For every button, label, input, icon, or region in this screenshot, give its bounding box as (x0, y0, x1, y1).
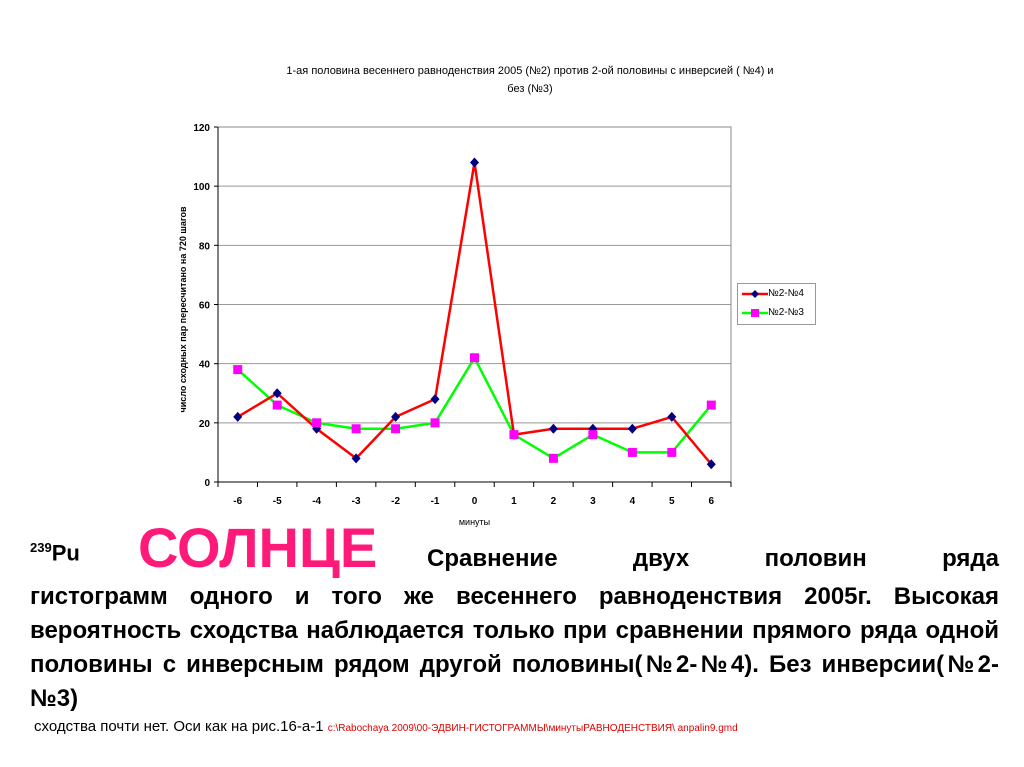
data-point-s1 (588, 430, 598, 440)
x-tick-label: 2 (551, 496, 557, 507)
data-point-s1 (470, 353, 479, 363)
legend: №2-№4 №2-№3 (737, 283, 816, 325)
data-point-s1 (272, 400, 282, 410)
data-point-s1 (548, 453, 558, 463)
x-tick-label: -2 (391, 496, 400, 507)
x-tick-label: -6 (233, 496, 242, 507)
data-point-s1 (391, 424, 401, 434)
x-tick-label: 0 (472, 496, 478, 507)
legend-item-s1: №2-№4 (738, 284, 815, 303)
x-tick-label: 4 (630, 496, 636, 507)
heading: СОЛНЦЕ (138, 516, 378, 579)
data-point-s1 (312, 418, 322, 428)
x-tick-label: 1 (511, 496, 517, 507)
y-tick-label: 60 (199, 301, 211, 312)
data-point-s1 (351, 424, 361, 434)
data-point-s0 (430, 394, 440, 405)
chart-title: 1-ая половина весеннего равноденствия 20… (180, 62, 880, 98)
body-text: гистограмм одного и того же весеннего ра… (30, 583, 999, 712)
footer-text: сходства почти нет. Оси как на рис.16-а-… (34, 718, 328, 735)
data-point-s0 (272, 388, 282, 399)
data-point-s0 (470, 157, 479, 168)
x-tick-label: 3 (590, 496, 596, 507)
data-point-s0 (351, 453, 361, 464)
series-line-1 (236, 355, 713, 460)
data-point-s0 (391, 411, 401, 422)
x-axis-label: минуты (459, 517, 490, 527)
chart-title-line2: без (№3) (507, 83, 553, 95)
legend-item-s2: №2-№3 (738, 303, 815, 322)
y-tick-label: 0 (204, 478, 210, 489)
isotope-symbol: Pu (51, 540, 80, 566)
y-tick-label: 100 (193, 182, 210, 193)
data-point-s0 (627, 423, 637, 434)
body-line1: Сравнение двух половин ряда (427, 545, 999, 572)
legend-label: №2-№3 (768, 307, 804, 318)
y-tick-label: 120 (193, 123, 210, 134)
y-tick-label: 40 (199, 360, 211, 371)
diamond-marker-icon (742, 289, 768, 298)
x-tick-label: -3 (352, 496, 361, 507)
x-tick-label: 5 (669, 496, 675, 507)
data-point-s1 (706, 400, 716, 410)
line-chart: 0 20 40 60 80 100 120 -6 -5 -4 -3 -2 -1 0 1 2 3 4 5 6 минуты… (178, 123, 732, 527)
isotope-mass: 239 (30, 540, 52, 555)
data-point-s0 (706, 459, 716, 470)
footer: сходства почти нет. Оси как на рис.16-а-… (34, 718, 738, 735)
data-point-s0 (233, 411, 243, 422)
data-point-s1 (509, 430, 519, 440)
x-tick-label: -4 (312, 496, 321, 507)
y-tick-label: 20 (199, 419, 211, 430)
data-point-s1 (667, 447, 677, 457)
data-point-s1 (627, 447, 637, 457)
data-point-s0 (548, 423, 558, 434)
y-axis-label: число сходных пар пересчитано на 720 шаг… (178, 206, 188, 412)
legend-label: №2-№4 (768, 288, 804, 299)
file-path: c:\Rabochaya 2009\00-ЭДВИН-ГИСТОГРАММЫ\м… (327, 723, 738, 734)
data-point-s1 (233, 365, 243, 375)
isotope-label: 239Pu (30, 540, 80, 566)
square-marker-icon (742, 308, 768, 317)
chart-title-line1: 1-ая половина весеннего равноденствия 20… (286, 65, 774, 77)
x-tick-label: -1 (431, 496, 440, 507)
data-point-s1 (430, 418, 440, 428)
x-tick-label: -5 (273, 496, 282, 507)
x-tick-label: 6 (708, 496, 714, 507)
y-tick-label: 80 (199, 241, 211, 252)
data-point-s0 (667, 411, 677, 422)
